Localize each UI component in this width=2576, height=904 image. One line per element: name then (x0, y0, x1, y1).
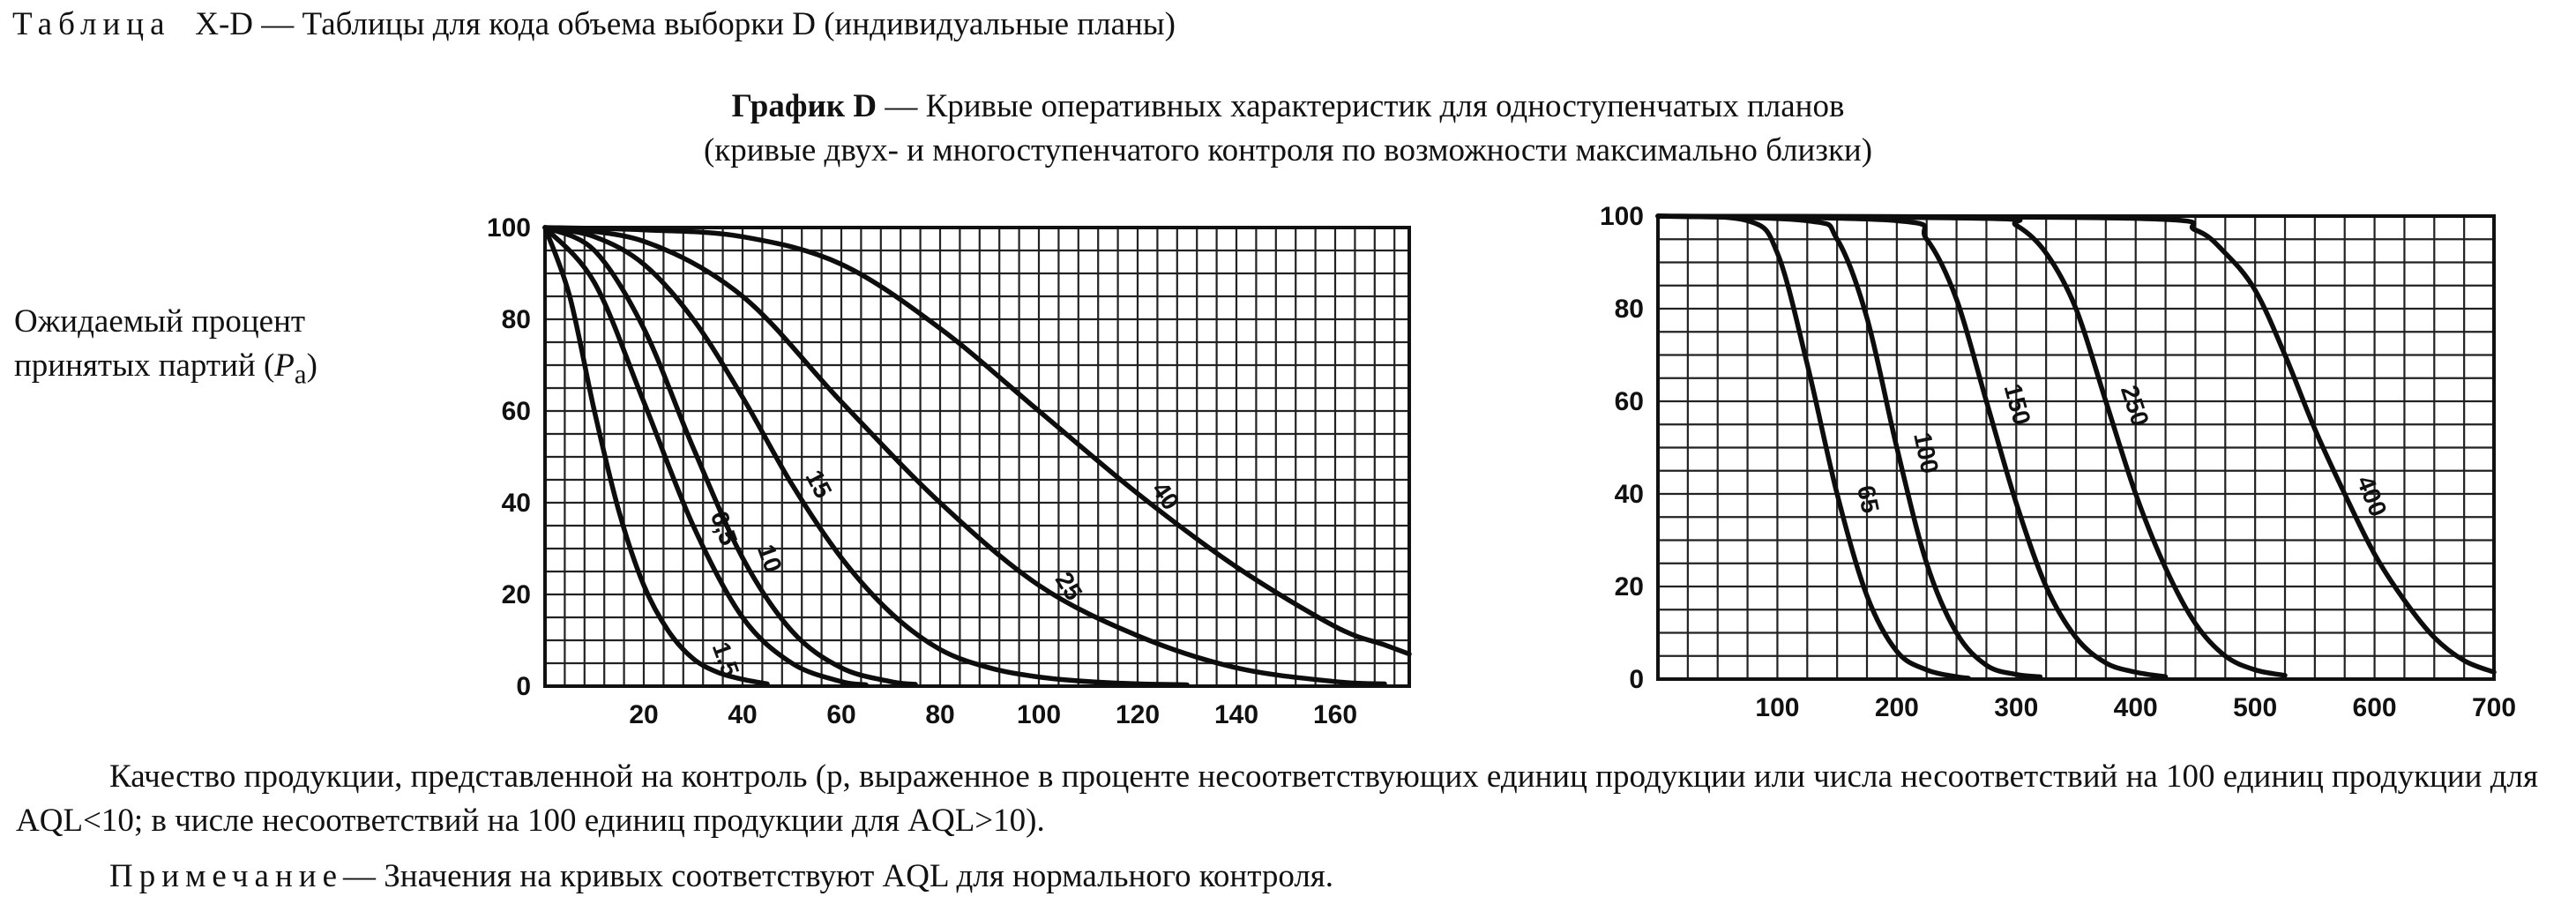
x-tick-label: 300 (1994, 693, 2038, 722)
note-prefix: Примечание (109, 858, 343, 894)
curve-label-25: 25 (1050, 567, 1088, 605)
y-tick-label: 60 (1615, 387, 1644, 416)
y-tick-label: 100 (487, 213, 531, 243)
chart-right: 100 200 300 400 500 600 700 0 20 40 60 80 100 65 100 15… (1600, 202, 2516, 722)
y-desc-symbol: P (274, 347, 295, 384)
x-tick-label: 100 (1017, 700, 1061, 729)
y-tick-label: 0 (516, 672, 531, 701)
x-tick-label: 700 (2472, 693, 2516, 722)
note-text: — Значения на кривых соответствуют AQL д… (343, 858, 1334, 894)
y-tick-label: 60 (502, 397, 531, 426)
x-tick-label: 160 (1313, 700, 1357, 729)
oc-curve-10 (542, 225, 918, 687)
y-tick-label: 80 (1615, 295, 1644, 324)
chart-left: 20 40 60 80 100 120 140 1600204060801001,56,510… (487, 213, 1412, 729)
graph-title-line1: — Кривые оперативных характеристик для о… (877, 88, 1845, 124)
oc-curve-15 (542, 225, 1190, 688)
y-desc-sub: a (294, 359, 307, 390)
plot-frame (543, 226, 1411, 688)
x-tick-label: 60 (826, 700, 855, 729)
curve-label-15: 15 (800, 466, 837, 503)
y-tick-label: 0 (1629, 665, 1644, 694)
y-tick-label: 20 (502, 580, 531, 609)
x-tick-label: 200 (1875, 693, 1919, 722)
oc-curve-6-5 (542, 225, 869, 688)
graph-title: График D — Кривые оперативных характерис… (0, 85, 2576, 173)
y-tick-label: 100 (1600, 202, 1644, 231)
x-tick-label: 600 (2353, 693, 2397, 722)
y-desc-line1: Ожидаемый процент (14, 303, 306, 340)
curve-label-150: 150 (1999, 381, 2036, 428)
oc-curve-25 (542, 225, 1387, 687)
table-caption-prefix: Таблица (12, 6, 171, 42)
curve-label-250: 250 (2116, 382, 2154, 430)
oc-curve-400 (1655, 213, 2497, 675)
x-tick-label: 400 (2114, 693, 2158, 722)
oc-curve-150 (1655, 213, 2169, 680)
curve-label-40: 40 (1146, 476, 1184, 514)
x-tick-label: 20 (629, 700, 658, 729)
curve-label-1-5: 1,5 (707, 639, 744, 680)
curve-label-65: 65 (1852, 483, 1885, 516)
y-axis-description: Ожидаемый процент принятых партий (Pa) (14, 300, 317, 396)
curve-label-400: 400 (2351, 472, 2392, 520)
y-tick-label: 40 (1615, 480, 1644, 509)
x-desc-text: Качество продукции, представленной на ко… (16, 758, 2539, 839)
table-caption-text: X-D — Таблицы для кода объема выборки D … (195, 6, 1176, 42)
y-tick-label: 40 (502, 489, 531, 518)
x-tick-label: 140 (1214, 700, 1258, 729)
y-desc-end: ) (306, 347, 317, 384)
y-tick-label: 20 (1615, 572, 1644, 601)
oc-curve-65 (1655, 213, 1971, 681)
oc-curve-1-5 (542, 225, 770, 687)
x-tick-label: 40 (728, 700, 757, 729)
x-tick-label: 100 (1755, 693, 1799, 722)
graph-title-bold: График D (731, 88, 877, 124)
x-axis-description: Качество продукции, представленной на ко… (16, 755, 2565, 843)
y-tick-label: 80 (502, 305, 531, 334)
table-caption: Таблица X-D — Таблицы для кода объема вы… (12, 5, 1176, 43)
x-tick-label: 80 (925, 700, 954, 729)
x-tick-label: 500 (2233, 693, 2277, 722)
curve-label-100: 100 (1908, 430, 1944, 475)
graph-title-line2: (кривые двух- и многоступенчатого контро… (703, 132, 1873, 168)
note: Примечание— Значения на кривых соответст… (109, 857, 1333, 895)
oc-curve-40 (542, 225, 1412, 657)
oc-curve-100 (1655, 213, 2043, 680)
x-tick-label: 120 (1116, 700, 1160, 729)
y-desc-line2: принятых партий ( (14, 347, 275, 384)
